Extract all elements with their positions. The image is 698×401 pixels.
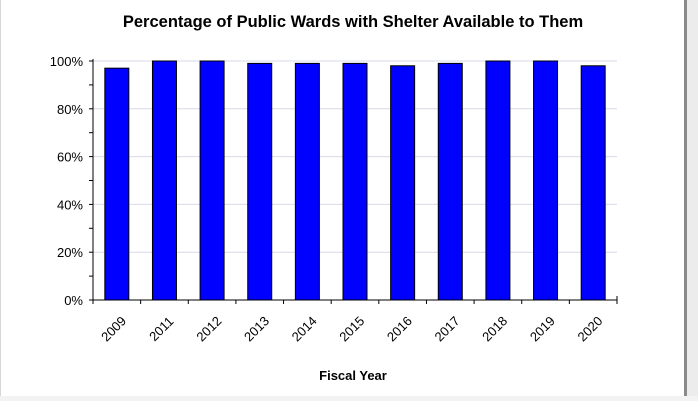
x-tick-label-2018: 2018 bbox=[479, 313, 510, 344]
y-tick-label-100: 100% bbox=[50, 54, 84, 69]
bar-2019 bbox=[533, 60, 559, 301]
bar-2012 bbox=[199, 60, 225, 301]
x-tick-label-2020: 2020 bbox=[574, 313, 605, 344]
bar-2009 bbox=[104, 67, 130, 301]
y-tick-label-40: 40% bbox=[57, 197, 83, 212]
x-tick-label-2009: 2009 bbox=[98, 313, 129, 344]
window-edge-shadow bbox=[684, 0, 687, 396]
window-edge-background bbox=[687, 0, 698, 396]
x-tick-label-2014: 2014 bbox=[289, 313, 320, 344]
bar-2015 bbox=[342, 62, 368, 301]
x-tick-label-2012: 2012 bbox=[193, 313, 224, 344]
x-tick-label-2017: 2017 bbox=[432, 313, 463, 344]
bar-2017 bbox=[437, 62, 463, 301]
chart-title: Percentage of Public Wards with Shelter … bbox=[123, 13, 583, 31]
x-tick-label-2011: 2011 bbox=[146, 314, 176, 344]
bar-2014 bbox=[294, 62, 320, 301]
bar-2020 bbox=[580, 65, 606, 301]
x-tick-label-2016: 2016 bbox=[384, 313, 415, 344]
bar-2011 bbox=[151, 60, 177, 301]
y-tick-label-60: 60% bbox=[57, 150, 83, 165]
y-tick-label-0: 0% bbox=[64, 293, 83, 308]
x-tick-label-2019: 2019 bbox=[527, 313, 558, 344]
bar-2013 bbox=[247, 62, 273, 301]
chart-panel: Percentage of Public Wards with Shelter … bbox=[0, 0, 684, 396]
x-tick-label-2015: 2015 bbox=[336, 313, 367, 344]
y-tick-label-20: 20% bbox=[57, 245, 83, 260]
bar-chart: Percentage of Public Wards with Shelter … bbox=[50, 13, 618, 383]
x-axis-title: Fiscal Year bbox=[319, 368, 387, 383]
x-tick-label-2013: 2013 bbox=[241, 313, 272, 344]
y-tick-label-80: 80% bbox=[57, 102, 83, 117]
bar-2018 bbox=[485, 60, 511, 301]
bar-2016 bbox=[390, 65, 416, 301]
